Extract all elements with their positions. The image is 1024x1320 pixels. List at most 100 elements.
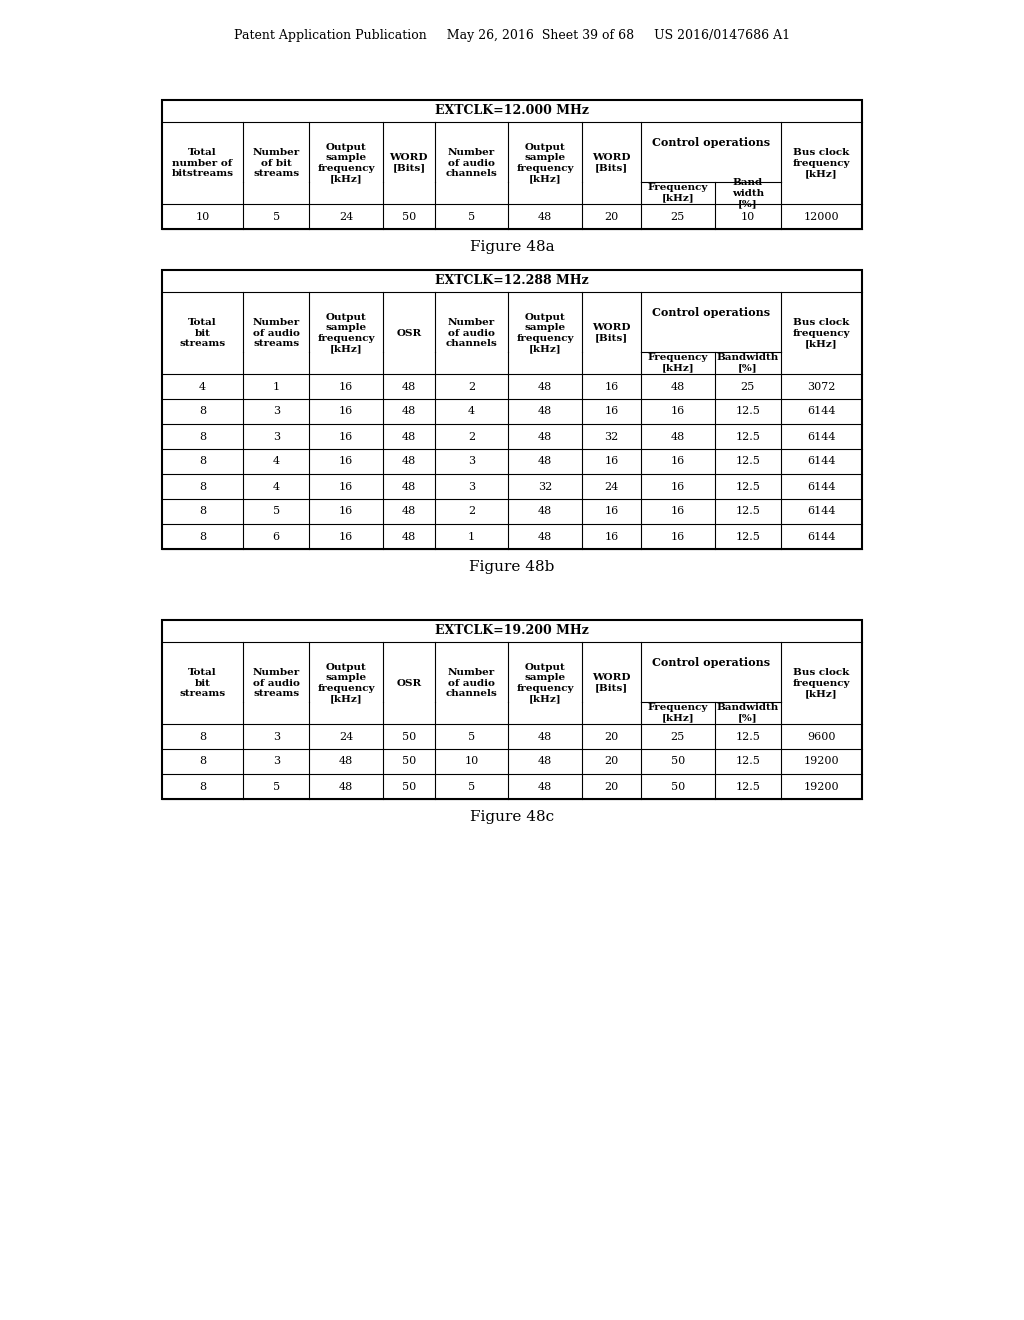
Text: 16: 16	[671, 507, 685, 516]
Text: Output
sample
frequency
[kHz]: Output sample frequency [kHz]	[516, 143, 573, 183]
Text: Output
sample
frequency
[kHz]: Output sample frequency [kHz]	[516, 663, 573, 704]
Text: EXTCLK=19.200 MHz: EXTCLK=19.200 MHz	[435, 624, 589, 638]
Text: 25: 25	[671, 211, 685, 222]
Text: WORD
[Bits]: WORD [Bits]	[592, 153, 631, 173]
Text: 48: 48	[538, 532, 552, 541]
Text: Number
of audio
streams: Number of audio streams	[253, 668, 300, 698]
Text: Total
bit
streams: Total bit streams	[179, 668, 225, 698]
Text: 48: 48	[538, 211, 552, 222]
Text: 32: 32	[604, 432, 618, 441]
Text: 16: 16	[671, 407, 685, 417]
Text: 48: 48	[401, 381, 416, 392]
Text: Number
of audio
channels: Number of audio channels	[445, 668, 498, 698]
Text: Control operations: Control operations	[652, 656, 770, 668]
Text: Output
sample
frequency
[kHz]: Output sample frequency [kHz]	[317, 313, 375, 354]
Text: 12000: 12000	[804, 211, 840, 222]
Text: 20: 20	[604, 731, 618, 742]
Text: 6144: 6144	[807, 482, 836, 491]
Text: 12.5: 12.5	[735, 432, 760, 441]
Text: 48: 48	[538, 507, 552, 516]
Text: 8: 8	[199, 781, 206, 792]
Text: 48: 48	[538, 781, 552, 792]
Text: 48: 48	[538, 381, 552, 392]
Text: 9600: 9600	[807, 731, 836, 742]
Text: 48: 48	[671, 432, 685, 441]
Text: 4: 4	[468, 407, 475, 417]
Text: Number
of audio
channels: Number of audio channels	[445, 148, 498, 178]
Text: 3: 3	[468, 482, 475, 491]
Text: 16: 16	[671, 482, 685, 491]
Text: Patent Application Publication     May 26, 2016  Sheet 39 of 68     US 2016/0147: Patent Application Publication May 26, 2…	[233, 29, 791, 41]
Text: 6144: 6144	[807, 532, 836, 541]
Text: 12.5: 12.5	[735, 756, 760, 767]
Text: 10: 10	[196, 211, 210, 222]
Text: 50: 50	[401, 781, 416, 792]
Text: Total
number of
bitstreams: Total number of bitstreams	[172, 148, 233, 178]
Text: Output
sample
frequency
[kHz]: Output sample frequency [kHz]	[317, 143, 375, 183]
Text: 5: 5	[468, 781, 475, 792]
Text: 6144: 6144	[807, 432, 836, 441]
Bar	[162, 271, 862, 549]
Text: OSR: OSR	[396, 329, 422, 338]
Text: 12.5: 12.5	[735, 457, 760, 466]
Text: 12.5: 12.5	[735, 532, 760, 541]
Text: 48: 48	[401, 432, 416, 441]
Text: Frequency
[kHz]: Frequency [kHz]	[647, 183, 708, 203]
Text: Number
of audio
streams: Number of audio streams	[253, 318, 300, 348]
Text: 48: 48	[401, 507, 416, 516]
Text: Frequency
[kHz]: Frequency [kHz]	[647, 704, 708, 723]
Text: 3: 3	[468, 457, 475, 466]
Text: 48: 48	[339, 756, 353, 767]
Text: 6144: 6144	[807, 457, 836, 466]
Text: 16: 16	[339, 482, 353, 491]
Text: Total
bit
streams: Total bit streams	[179, 318, 225, 348]
Text: 5: 5	[272, 507, 280, 516]
Text: 50: 50	[401, 211, 416, 222]
Text: 8: 8	[199, 507, 206, 516]
Text: 20: 20	[604, 781, 618, 792]
Text: 24: 24	[604, 482, 618, 491]
Text: 50: 50	[401, 756, 416, 767]
Text: 8: 8	[199, 482, 206, 491]
Text: 6144: 6144	[807, 507, 836, 516]
Text: Output
sample
frequency
[kHz]: Output sample frequency [kHz]	[317, 663, 375, 704]
Text: Band
width
[%]: Band width [%]	[732, 178, 764, 209]
Text: 16: 16	[339, 381, 353, 392]
Text: 48: 48	[538, 731, 552, 742]
Text: 16: 16	[339, 432, 353, 441]
Text: Bandwidth
[%]: Bandwidth [%]	[717, 354, 779, 372]
Text: 48: 48	[538, 756, 552, 767]
Text: 16: 16	[604, 381, 618, 392]
Text: 3: 3	[272, 407, 280, 417]
Text: 5: 5	[272, 781, 280, 792]
Text: 8: 8	[199, 532, 206, 541]
Text: 48: 48	[401, 532, 416, 541]
Text: 20: 20	[604, 211, 618, 222]
Text: 5: 5	[272, 211, 280, 222]
Text: EXTCLK=12.288 MHz: EXTCLK=12.288 MHz	[435, 275, 589, 288]
Text: 3: 3	[272, 756, 280, 767]
Text: WORD
[Bits]: WORD [Bits]	[389, 153, 428, 173]
Text: Bus clock
frequency
[kHz]: Bus clock frequency [kHz]	[793, 148, 850, 178]
Text: 48: 48	[538, 432, 552, 441]
Text: 12.5: 12.5	[735, 781, 760, 792]
Text: 1: 1	[468, 532, 475, 541]
Text: 50: 50	[671, 781, 685, 792]
Text: WORD
[Bits]: WORD [Bits]	[592, 673, 631, 693]
Text: 24: 24	[339, 211, 353, 222]
Text: 6144: 6144	[807, 407, 836, 417]
Text: 12.5: 12.5	[735, 731, 760, 742]
Text: 3: 3	[272, 432, 280, 441]
Text: 20: 20	[604, 756, 618, 767]
Text: 48: 48	[538, 457, 552, 466]
Text: Number
of audio
channels: Number of audio channels	[445, 318, 498, 348]
Bar	[162, 100, 862, 228]
Text: 4: 4	[272, 482, 280, 491]
Text: 4: 4	[272, 457, 280, 466]
Text: 16: 16	[339, 407, 353, 417]
Text: 25: 25	[740, 381, 755, 392]
Text: EXTCLK=12.000 MHz: EXTCLK=12.000 MHz	[435, 104, 589, 117]
Text: 16: 16	[604, 457, 618, 466]
Text: 16: 16	[604, 532, 618, 541]
Text: 8: 8	[199, 756, 206, 767]
